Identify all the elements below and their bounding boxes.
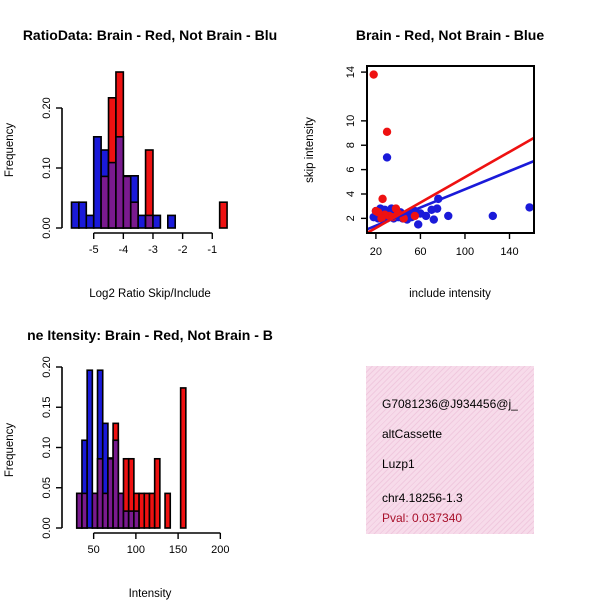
ratio-bar [85,214,95,229]
scatter-xlabel: include intensity [409,288,491,300]
ratio-bar [78,201,88,229]
scatter-point-not-brain [444,211,453,221]
scatter-y-tick-label: 8 [345,142,357,148]
scatter-point-brain [377,214,386,223]
intensity-scatter-panel: Brain - Red, Not Brain - Blue 20 60 100 140… [304,27,544,300]
intensity-histogram-bars [75,369,187,529]
scatter-point-not-brain [488,211,498,221]
ratio-bar [137,214,147,229]
ratio-x-tick-label: -4 [118,244,128,256]
ratio-overlap-bar [100,175,110,229]
pval-text: Pval: 0.037340 [382,511,463,525]
ratio-histogram-title: RatioData: Brain - Red, Not Brain - Blu [23,27,277,43]
ratio-overlap-bar [129,201,139,229]
intensity-histogram-xlabel: Intensity [129,588,172,600]
scatter-point-brain [410,211,420,221]
scatter-point-not-brain [421,211,431,221]
scatter-point-not-brain [432,204,442,213]
ratio-histogram-axes: -5 -4 -3 -2 -1 0.00 0.10 0.20 [41,97,217,256]
ratio-x-tick-label: -5 [89,244,99,256]
scatter-point-not-brain [429,215,438,224]
ratio-histogram-panel: RatioData: Brain - Red, Not Brain - Blu … [4,27,277,300]
ratio-bar [167,214,177,229]
ratio-bar [218,201,228,229]
ratio-x-tick-label: -3 [148,244,158,256]
scatter-x-tick-label: 100 [456,246,474,258]
intensity-y-tick-label: 0.05 [41,477,53,498]
scatter-y-tick-label: 2 [345,215,357,221]
intensity-histogram-ylabel: Frequency [4,423,16,478]
event-type-text: altCassette [382,427,443,441]
scatter-y-tick-label: 4 [345,191,357,197]
intensity-x-tick-label: 50 [88,544,100,556]
intensity-x-tick-label: 150 [169,544,187,556]
ratio-y-tick-label: 0.20 [41,97,53,118]
ratio-bar [152,214,162,229]
ratio-histogram-ylabel: Frequency [4,123,16,178]
scatter-frame [366,65,535,234]
scatter-y-tick-label: 6 [345,167,357,173]
intensity-bar [164,492,172,529]
ratio-bar [92,136,102,229]
locus-text: chr4.18256-1.3 [382,491,463,505]
event-id-text: G7081236@J934456@j_ [382,397,518,411]
scatter-point-not-brain [382,153,392,162]
intensity-y-tick-label: 0.20 [41,356,53,377]
scatter-x-tick-label: 60 [414,246,426,258]
intensity-bar [153,457,161,529]
ratio-histogram-xlabel: Log2 Ratio Skip/Include [89,288,210,300]
intensity-bar [86,369,94,529]
ratio-bar [70,201,80,229]
intensity-x-tick-label: 100 [127,544,145,556]
gene-name-text: Luzp1 [382,457,415,471]
scatter-point-brain [378,194,387,204]
scatter-x-tick-label: 140 [500,246,518,258]
scatter-point-brain [382,127,392,137]
intensity-bar [179,387,187,529]
scatter-point-not-brain [414,220,423,229]
ratio-x-tick-label: -2 [178,244,188,256]
scatter-y-tick-label: 10 [345,115,357,127]
ratio-overlap-bar [144,214,154,229]
intensity-histogram-title: ne Itensity: Brain - Red, Not Brain - B [27,327,273,343]
ratio-y-tick-label: 0.10 [41,157,53,178]
event-info-box: G7081236@J934456@j_ altCassette Luzp1 ch… [366,366,534,534]
ratio-y-tick-label: 0.00 [41,217,53,238]
scatter-plot-area [367,70,534,233]
scatter-ylabel: skip intensity [304,117,316,183]
intensity-histogram-axes: 50 100 150 200 0.00 0.05 0.10 0.15 0.20 [41,356,230,556]
intensity-y-tick-label: 0.15 [41,397,53,418]
scatter-clip-group [367,70,534,233]
ratio-overlap-bar [107,161,117,229]
scatter-axes: 20 60 100 140 2 4 6 8 10 14 [345,65,535,258]
scatter-point-brain [369,70,378,79]
intensity-histogram-panel: ne Itensity: Brain - Red, Not Brain - B … [4,327,273,600]
ratio-x-tick-label: -1 [207,244,217,256]
scatter-x-tick-label: 20 [370,246,382,258]
scatter-y-tick-label: 14 [345,66,357,78]
ratio-histogram-bars [70,71,228,229]
intensity-y-tick-label: 0.10 [41,437,53,458]
fit-line-brain [367,136,534,233]
ratio-overlap-bar [122,175,132,229]
intensity-overlap-bar [112,439,120,529]
intensity-x-tick-label: 200 [211,544,229,556]
scatter-point-not-brain [525,203,534,212]
intensity-y-tick-label: 0.00 [41,517,53,538]
scatter-point-brain [371,206,381,216]
scatter-title: Brain - Red, Not Brain - Blue [356,27,544,43]
ratio-overlap-bar [115,136,125,229]
